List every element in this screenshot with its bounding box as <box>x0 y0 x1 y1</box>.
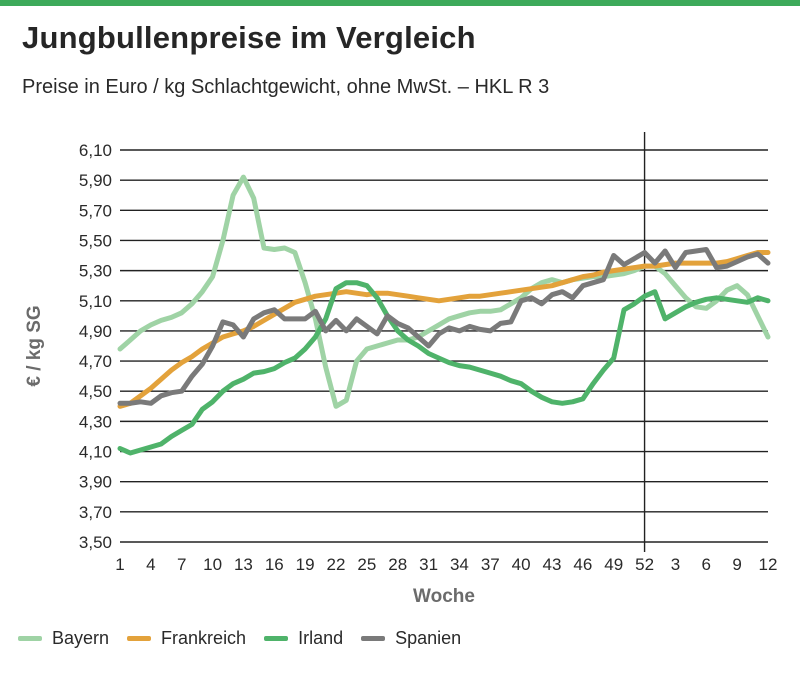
x-tick-label: 9 <box>732 555 741 574</box>
top-accent-bar <box>0 0 800 6</box>
line-chart: 6,10 5,90 5,70 5,50 5,30 5,10 4,90 4,70 4,50 4,30… <box>24 132 777 607</box>
y-tick-label: 3,90 <box>79 473 112 492</box>
grid-lines <box>120 149 768 543</box>
x-tick-label: 16 <box>265 555 284 574</box>
x-tick-labels: 1 4 7 10 13 16 19 22 25 28 31 34 37 40 43 46 49 52 3 6 9 12 <box>115 555 777 574</box>
x-tick-label: 37 <box>481 555 500 574</box>
x-tick-label: 12 <box>759 555 778 574</box>
legend-label-irland: Irland <box>298 628 344 648</box>
legend-swatch-spanien <box>361 636 386 641</box>
legend-swatch-frankreich <box>127 636 152 641</box>
x-tick-label: 4 <box>146 555 155 574</box>
x-tick-label: 28 <box>388 555 407 574</box>
x-tick-label: 46 <box>573 555 592 574</box>
x-tick-label: 40 <box>512 555 531 574</box>
legend-swatch-bayern <box>18 636 42 641</box>
chart-subtitle: Preise in Euro / kg Schlachtgewicht, ohn… <box>22 76 550 98</box>
legend-item-bayern: Bayern <box>18 628 109 649</box>
legend-item-irland: Irland <box>264 628 343 649</box>
y-tick-label: 4,70 <box>79 352 112 371</box>
series-line-bayern <box>117 174 771 409</box>
x-tick-label: 7 <box>177 555 186 574</box>
y-tick-label: 4,30 <box>79 412 112 431</box>
y-tick-label: 6,10 <box>79 141 112 160</box>
x-tick-label: 49 <box>604 555 623 574</box>
x-tick-label: 13 <box>234 555 253 574</box>
legend-label-bayern: Bayern <box>52 628 110 648</box>
y-tick-labels: 6,10 5,90 5,70 5,50 5,30 5,10 4,90 4,70 4,50 4,30… <box>79 141 112 552</box>
y-tick-label: 5,30 <box>79 262 112 281</box>
x-tick-label: 52 <box>635 555 654 574</box>
x-tick-label: 22 <box>327 555 346 574</box>
x-tick-label: 6 <box>702 555 711 574</box>
y-tick-label: 3,70 <box>79 503 112 522</box>
y-tick-label: 5,70 <box>79 201 112 220</box>
legend-swatch-irland <box>264 636 289 641</box>
x-axis-title: Woche <box>413 586 475 607</box>
y-tick-label: 4,50 <box>79 382 112 401</box>
x-tick-label: 34 <box>450 555 469 574</box>
x-tick-label: 25 <box>357 555 376 574</box>
y-tick-label: 3,50 <box>79 533 112 552</box>
x-tick-label: 10 <box>203 555 222 574</box>
x-tick-label: 19 <box>296 555 315 574</box>
y-tick-label: 5,10 <box>79 292 112 311</box>
x-tick-label: 31 <box>419 555 438 574</box>
series-line-frankreich <box>117 250 771 409</box>
legend-label-spanien: Spanien <box>395 628 462 648</box>
series-line-irland <box>117 280 771 456</box>
y-tick-label: 5,50 <box>79 231 112 250</box>
series-line-spanien <box>117 247 771 406</box>
y-tick-label: 4,90 <box>79 322 112 341</box>
x-tick-label: 1 <box>115 555 124 574</box>
chart-title: Jungbullenpreise im Vergleich <box>22 20 476 55</box>
legend: Bayern Frankreich Irland Spanien <box>18 628 479 649</box>
y-tick-label: 5,90 <box>79 171 112 190</box>
legend-item-spanien: Spanien <box>361 628 461 649</box>
y-tick-label: 4,10 <box>79 443 112 462</box>
legend-label-frankreich: Frankreich <box>161 628 247 648</box>
x-tick-label: 43 <box>543 555 562 574</box>
x-tick-label: 3 <box>671 555 680 574</box>
series-lines <box>117 174 771 456</box>
y-axis-title: € / kg SG <box>24 305 45 386</box>
legend-item-frankreich: Frankreich <box>127 628 246 649</box>
